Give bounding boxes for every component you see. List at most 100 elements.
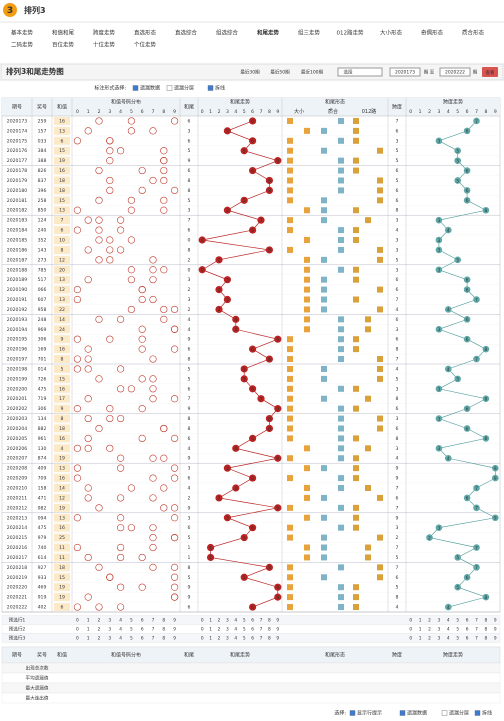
preselect-digit[interactable]: 7 — [475, 636, 478, 642]
checkbox[interactable] — [349, 710, 356, 716]
preselect-digit[interactable]: 0 — [201, 636, 204, 642]
nav-tab[interactable]: 十位走势 — [93, 41, 116, 49]
view-button[interactable] — [482, 67, 498, 77]
preselect-digit[interactable]: 0 — [76, 627, 79, 633]
preselect-digit[interactable]: 4 — [234, 636, 237, 642]
preselect-digit[interactable]: 4 — [234, 618, 237, 624]
preselect-digit[interactable]: 4 — [119, 627, 122, 633]
checkbox[interactable] — [166, 85, 173, 91]
preselect-digit[interactable]: 3 — [226, 618, 229, 624]
nav-tab[interactable]: 直选综合 — [175, 29, 198, 37]
preselect-digit[interactable]: 1 — [209, 627, 212, 633]
recent-link[interactable]: 最近50期 — [270, 69, 290, 76]
footer-option[interactable]: 显示行提示 — [357, 710, 382, 717]
preselect-digit[interactable]: 3 — [108, 618, 111, 624]
preselect-digit[interactable]: 9 — [173, 618, 176, 624]
preselect-digit[interactable]: 9 — [494, 618, 497, 624]
preselect-digit[interactable]: 8 — [162, 627, 165, 633]
checkbox[interactable] — [207, 85, 214, 91]
preselect-digit[interactable]: 0 — [201, 618, 204, 624]
preselect-digit[interactable]: 2 — [218, 627, 221, 633]
preselect-digit[interactable]: 1 — [419, 627, 422, 633]
nav-tab[interactable]: 基本走势 — [11, 29, 34, 37]
preselect-digit[interactable]: 3 — [438, 636, 441, 642]
preselect-digit[interactable]: 4 — [447, 618, 450, 624]
preselect-digit[interactable]: 4 — [119, 618, 122, 624]
preselect-digit[interactable]: 7 — [260, 618, 263, 624]
to-input[interactable] — [439, 67, 471, 77]
preselect-digit[interactable]: 3 — [226, 636, 229, 642]
preselect-digit[interactable]: 8 — [162, 618, 165, 624]
nav-tab[interactable]: 组选综合 — [216, 29, 239, 37]
nav-tab[interactable]: 和值和尾 — [52, 29, 75, 37]
preselect-digit[interactable]: 8 — [268, 636, 271, 642]
preselect-digit[interactable]: 8 — [268, 618, 271, 624]
preselect-digit[interactable]: 6 — [466, 627, 469, 633]
nav-tab[interactable]: 百位走势 — [52, 41, 75, 49]
preselect-digit[interactable]: 6 — [141, 636, 144, 642]
preselect-digit[interactable]: 2 — [428, 618, 431, 624]
preselect-digit[interactable]: 9 — [494, 636, 497, 642]
preselect-digit[interactable]: 5 — [243, 636, 246, 642]
preselect-digit[interactable]: 0 — [409, 627, 412, 633]
nav-tab[interactable]: 012路走势 — [337, 29, 364, 37]
preselect-digit[interactable]: 4 — [447, 627, 450, 633]
nav-tab[interactable]: 组三走势 — [298, 29, 321, 37]
preselect-digit[interactable]: 3 — [108, 636, 111, 642]
preselect-digit[interactable]: 3 — [108, 627, 111, 633]
checkbox[interactable] — [132, 85, 139, 91]
preselect-digit[interactable]: 6 — [466, 618, 469, 624]
preselect-digit[interactable]: 1 — [209, 618, 212, 624]
preselect-digit[interactable]: 8 — [485, 636, 488, 642]
preselect-digit[interactable]: 9 — [494, 627, 497, 633]
preselect-digit[interactable]: 2 — [218, 618, 221, 624]
preselect-digit[interactable]: 8 — [162, 636, 165, 642]
preselect-digit[interactable]: 1 — [87, 636, 90, 642]
preselect-digit[interactable]: 1 — [87, 618, 90, 624]
nav-tab[interactable]: 二码走势 — [11, 41, 34, 49]
preselect-digit[interactable]: 6 — [251, 618, 254, 624]
preselect-digit[interactable]: 5 — [243, 627, 246, 633]
nav-tab[interactable]: 个位走势 — [134, 41, 157, 49]
nav-tab[interactable]: 直选形态 — [134, 29, 157, 37]
preselect-digit[interactable]: 8 — [485, 618, 488, 624]
preselect-digit[interactable]: 6 — [141, 627, 144, 633]
preselect-digit[interactable]: 8 — [268, 627, 271, 633]
option-text[interactable]: 拆线 — [215, 85, 225, 92]
preselect-digit[interactable]: 6 — [251, 627, 254, 633]
preselect-digit[interactable]: 7 — [475, 618, 478, 624]
nav-tab[interactable]: 奇偶形态 — [421, 29, 444, 37]
preselect-digit[interactable]: 2 — [428, 636, 431, 642]
preselect-digit[interactable]: 1 — [419, 618, 422, 624]
preselect-digit[interactable]: 6 — [251, 636, 254, 642]
view-button-text[interactable]: 查看 — [486, 69, 495, 76]
preselect-digit[interactable]: 5 — [456, 627, 459, 633]
footer-option[interactable]: 拆线 — [482, 710, 492, 717]
preselect-digit[interactable]: 0 — [409, 636, 412, 642]
preselect-digit[interactable]: 5 — [243, 618, 246, 624]
preselect-digit[interactable]: 6 — [466, 636, 469, 642]
checkbox[interactable] — [474, 710, 481, 716]
preselect-digit[interactable]: 4 — [234, 627, 237, 633]
select-box[interactable] — [337, 67, 383, 77]
preselect-digit[interactable]: 9 — [276, 618, 279, 624]
checkbox[interactable] — [399, 710, 406, 716]
nav-tab[interactable]: 和尾走势 — [257, 29, 280, 37]
preselect-digit[interactable]: 5 — [130, 618, 133, 624]
preselect-digit[interactable]: 2 — [98, 636, 101, 642]
preselect-digit[interactable]: 7 — [152, 618, 155, 624]
preselect-digit[interactable]: 0 — [201, 627, 204, 633]
option-text[interactable]: 遗漏分层 — [174, 85, 194, 92]
preselect-digit[interactable]: 5 — [130, 636, 133, 642]
preselect-digit[interactable]: 2 — [428, 627, 431, 633]
preselect-digit[interactable]: 8 — [485, 627, 488, 633]
preselect-digit[interactable]: 7 — [260, 636, 263, 642]
preselect-digit[interactable]: 0 — [76, 636, 79, 642]
preselect-digit[interactable]: 2 — [218, 636, 221, 642]
preselect-digit[interactable]: 6 — [141, 618, 144, 624]
preselect-digit[interactable]: 5 — [456, 636, 459, 642]
preselect-digit[interactable]: 5 — [456, 618, 459, 624]
option-text[interactable]: 遗漏数据 — [140, 85, 160, 92]
preselect-digit[interactable]: 7 — [475, 627, 478, 633]
footer-option[interactable]: 遗漏分层 — [449, 710, 469, 717]
